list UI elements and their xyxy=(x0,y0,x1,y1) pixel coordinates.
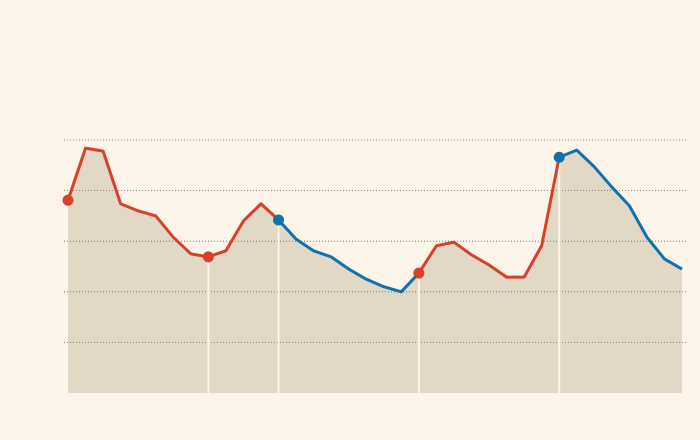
line xyxy=(417,156,561,279)
line xyxy=(207,202,280,259)
marker xyxy=(273,214,285,226)
area xyxy=(559,150,682,393)
marker xyxy=(553,151,565,163)
line xyxy=(277,218,420,294)
area xyxy=(68,148,209,393)
marker xyxy=(413,267,425,279)
area xyxy=(278,219,419,393)
area xyxy=(208,203,279,393)
marker xyxy=(62,194,74,206)
line xyxy=(558,148,683,271)
line xyxy=(66,146,209,259)
area xyxy=(418,157,560,393)
marker xyxy=(202,251,214,263)
